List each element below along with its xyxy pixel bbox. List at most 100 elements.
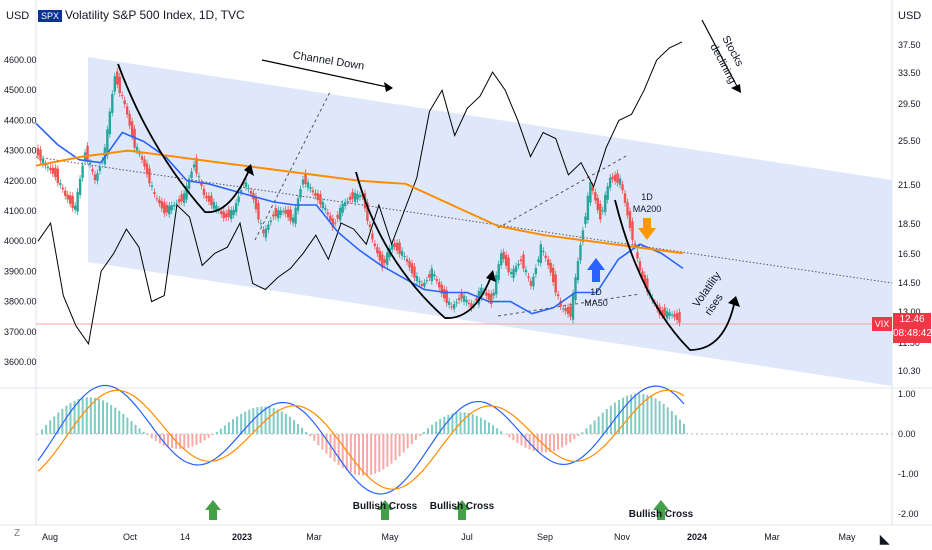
histogram-bar [203,434,206,441]
candle-body [628,211,632,228]
candle-body [177,199,181,203]
candle-body [499,253,503,266]
candle-body [41,158,45,165]
histogram-bar [211,434,214,435]
candle-body [589,182,592,203]
candle-body [485,292,488,296]
histogram-bar [61,408,64,434]
candle-body [232,209,235,215]
candle-body [626,202,629,216]
histogram-bar [561,434,564,448]
candle-body [88,162,92,165]
candle-body [121,95,124,97]
candle-body [170,205,173,211]
timezone-label[interactable]: Z [14,528,21,539]
histogram-bar [118,410,121,434]
histogram-bar [609,405,612,434]
right-axis-tick: 10.30 [898,366,921,376]
left-axis-tick: 3600.00 [4,357,37,367]
candle-body [675,313,679,321]
histogram-bar [674,415,677,434]
candle-body [200,182,203,186]
histogram-bar [544,434,547,453]
candle-body [336,214,339,219]
candle-body [130,121,134,137]
histogram-bar [422,431,425,434]
histogram-bar [447,414,450,434]
candle-body [294,207,297,224]
histogram-bar [232,419,235,434]
candle-body [646,278,649,292]
candle-body [400,250,404,256]
candle-body [192,164,196,168]
histogram-bar [557,434,560,450]
candle-body [539,244,543,264]
candle-body [641,271,644,278]
candle-body [36,148,40,156]
candle-body [210,195,213,206]
histogram-bar [487,422,490,434]
histogram-bar [150,434,153,439]
histogram-bar [463,412,466,434]
histogram-bar [455,412,458,434]
histogram-bar [154,434,157,441]
candle-body [86,145,89,161]
histogram-bar [252,408,255,434]
candle-body [465,299,468,303]
candle-body [455,302,458,304]
candle-body [408,261,411,268]
candle-body [138,153,141,155]
candle-body [517,263,520,266]
candle-body [51,167,55,174]
candle-body [450,306,453,308]
symbol-badge[interactable]: SPX [38,10,63,22]
candle-body [638,261,642,271]
histogram-bar [357,434,360,476]
candle-body [259,223,263,225]
histogram-bar [57,412,60,434]
histogram-bar [69,402,72,434]
x-axis-tick: Jul [461,532,473,542]
oscillator-axis-tick: 1.00 [898,389,916,399]
histogram-bar [670,411,673,434]
histogram-bar [272,407,275,434]
candle-body [475,298,478,301]
histogram-bar [240,413,243,434]
bullish-arrow-icon [377,500,393,520]
candle-body [440,284,443,294]
candle-body [108,111,112,135]
candle-body [398,242,401,255]
bullish-cross-label: Bullish Cross [629,509,694,520]
chart-header: SPX Volatility S&P 500 Index, 1D, TVC [38,8,245,22]
histogram-bar [77,399,80,434]
candle-body [59,182,62,185]
vix-price-tag: 12.46 08:48:42 [893,313,932,343]
candle-body [128,113,131,126]
histogram-bar [301,427,304,434]
vix-price-value: 12.46 [899,314,925,325]
ma200-line [35,149,684,255]
candle-body [187,178,191,189]
left-axis-tick: 4000.00 [4,236,37,246]
arc-arrowhead [728,296,740,307]
x-axis-tick: Oct [123,532,138,542]
candle-body [358,195,362,198]
candle-body [125,106,129,115]
histogram-bar [244,411,247,434]
candle-body [301,179,305,185]
candle-body [423,282,426,287]
tradingview-logo-icon[interactable]: ◣ [880,532,890,546]
candle-body [329,215,332,221]
candle-body [158,199,161,204]
candle-body [39,149,42,161]
histogram-bar [414,434,417,441]
candle-body [118,76,121,94]
candle-body [554,274,557,293]
candle-body [452,304,456,309]
x-axis-tick: May [381,532,399,542]
ma200-label: MA200 [633,204,662,214]
candle-body [668,312,671,317]
candle-body [462,295,466,302]
histogram-bar [435,421,438,434]
